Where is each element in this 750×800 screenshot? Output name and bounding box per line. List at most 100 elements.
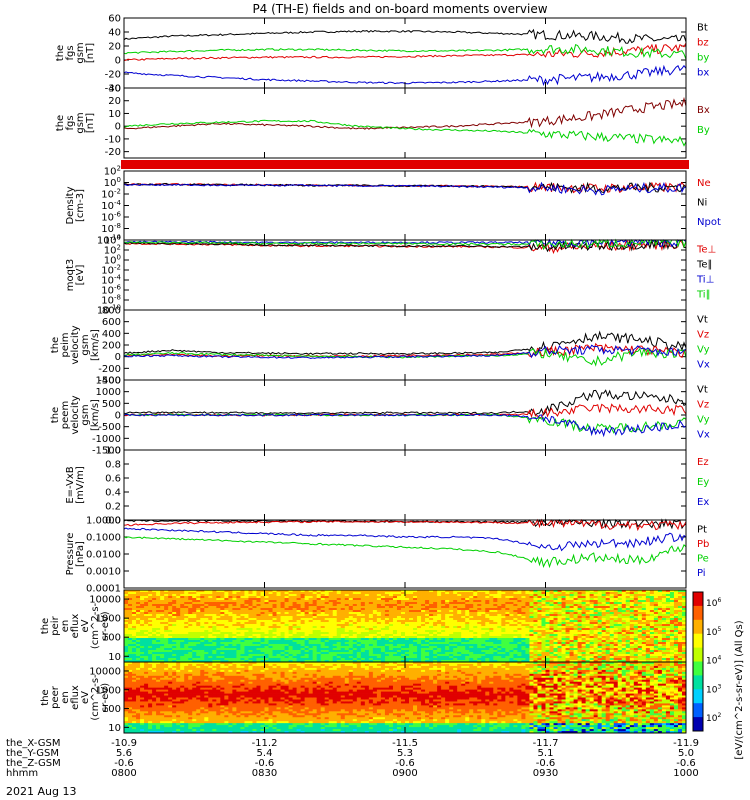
spectrogram-cell	[593, 604, 599, 607]
spectrogram-cell	[376, 646, 382, 649]
y-tick-label: 60	[108, 14, 121, 25]
spectrogram-cell	[348, 610, 354, 613]
spectrogram-cell	[457, 614, 462, 617]
spectrogram-cell	[124, 590, 129, 593]
spectrogram-cell	[625, 628, 631, 631]
spectrogram-cell	[244, 624, 249, 627]
spectrogram-cell	[160, 600, 165, 603]
spectrogram-cell	[200, 594, 205, 597]
spectrogram-cell	[208, 654, 213, 657]
spectrogram-cell	[224, 598, 229, 601]
spectrogram-cell	[256, 642, 261, 645]
spectrogram-cell	[384, 622, 390, 625]
spectrogram-cell	[308, 654, 314, 657]
spectrogram-cell	[553, 596, 558, 599]
spectrogram-cell	[593, 644, 599, 647]
spectrogram-cell	[128, 626, 133, 629]
spectrogram-cell	[184, 660, 189, 663]
spectrogram-cell	[505, 640, 510, 643]
spectrogram-cell	[280, 596, 285, 599]
y-tick-label: 20	[108, 42, 121, 53]
spectrogram-cell	[601, 612, 607, 615]
spectrogram-cell	[405, 592, 410, 595]
spectrogram-cell	[324, 646, 330, 649]
spectrogram-cell	[521, 644, 526, 647]
spectrogram-cell	[525, 624, 530, 627]
spectrogram-cell	[557, 632, 562, 635]
spectrogram-cell	[200, 626, 205, 629]
spectrogram-cell	[609, 642, 615, 645]
spectrogram-cell	[264, 658, 269, 661]
spectrogram-cell	[589, 636, 595, 639]
spectrogram-cell	[409, 620, 414, 623]
spectrogram-cell	[429, 622, 434, 625]
spectrogram-cell	[441, 614, 446, 617]
spectrogram-cell	[136, 616, 141, 619]
spectrogram-cell	[461, 618, 466, 621]
spectrogram-cell	[200, 606, 205, 609]
spectrogram-cell	[244, 606, 249, 609]
spectrogram-cell	[469, 610, 474, 613]
spectrogram-cell	[208, 660, 213, 663]
spectrogram-cell	[372, 600, 378, 603]
spectrogram-cell	[433, 610, 438, 613]
spectrogram-cell	[296, 646, 302, 649]
spectrogram-cell	[296, 650, 302, 653]
spectrogram-cell	[461, 594, 466, 597]
spectrogram-cell	[140, 660, 145, 663]
spectrogram-cell	[469, 590, 474, 593]
y-tick-label: -20	[105, 70, 121, 81]
spectrogram-cell	[184, 644, 189, 647]
spectrogram-cell	[172, 594, 177, 597]
spectrogram-cell	[445, 598, 450, 601]
spectrogram-cell	[625, 658, 631, 661]
spectrogram-cell	[232, 614, 237, 617]
spectrogram-cell	[140, 640, 145, 643]
panel-frame	[123, 170, 687, 241]
spectrogram-cell	[204, 658, 209, 661]
spectrogram-cell	[573, 648, 579, 651]
spectrogram-cell	[625, 608, 631, 611]
spectrogram-cell	[505, 598, 510, 601]
spectrogram-cell	[437, 644, 442, 647]
spectrogram-cell	[489, 656, 494, 659]
spectrogram-cell	[545, 616, 550, 619]
spectrogram-cell	[429, 610, 434, 613]
spectrogram-cell	[132, 594, 137, 597]
spectrogram-cell	[212, 596, 217, 599]
spectrogram-cell	[216, 636, 221, 639]
spectrogram-cell	[312, 656, 318, 659]
spectrogram-cell	[501, 602, 506, 605]
spectrogram-cell	[312, 632, 318, 635]
spectrogram-cell	[621, 660, 627, 663]
spectrogram-cell	[589, 630, 595, 633]
spectrogram-cell	[421, 608, 426, 611]
spectrogram-cell	[457, 606, 462, 609]
spectrogram-cell	[312, 612, 318, 615]
spectrogram-cell	[425, 602, 430, 605]
spectrogram-cell	[124, 654, 129, 657]
spectrogram-cell	[417, 634, 422, 637]
spectrogram-cell	[224, 658, 229, 661]
spectrogram-cell	[633, 636, 639, 639]
spectrogram-cell	[509, 614, 514, 617]
spectrogram-cell	[441, 622, 446, 625]
spectrogram-cell	[501, 656, 506, 659]
spectrogram-cell	[164, 608, 169, 611]
spectrogram-cell	[573, 594, 579, 597]
spectrogram-cell	[216, 614, 221, 617]
spectrogram-cell	[172, 622, 177, 625]
spectrogram-cell	[208, 636, 213, 639]
spectrogram-cell	[577, 622, 583, 625]
spectrogram-cell	[437, 606, 442, 609]
spectrogram-cell	[413, 592, 418, 595]
spectrogram-cell	[501, 618, 506, 621]
spectrogram-cell	[541, 642, 546, 645]
spectrogram-cell	[421, 626, 426, 629]
spectrogram-cell	[140, 604, 145, 607]
spectrogram-cell	[517, 590, 522, 593]
spectrogram-cell	[625, 638, 631, 641]
spectrogram-cell	[336, 604, 342, 607]
